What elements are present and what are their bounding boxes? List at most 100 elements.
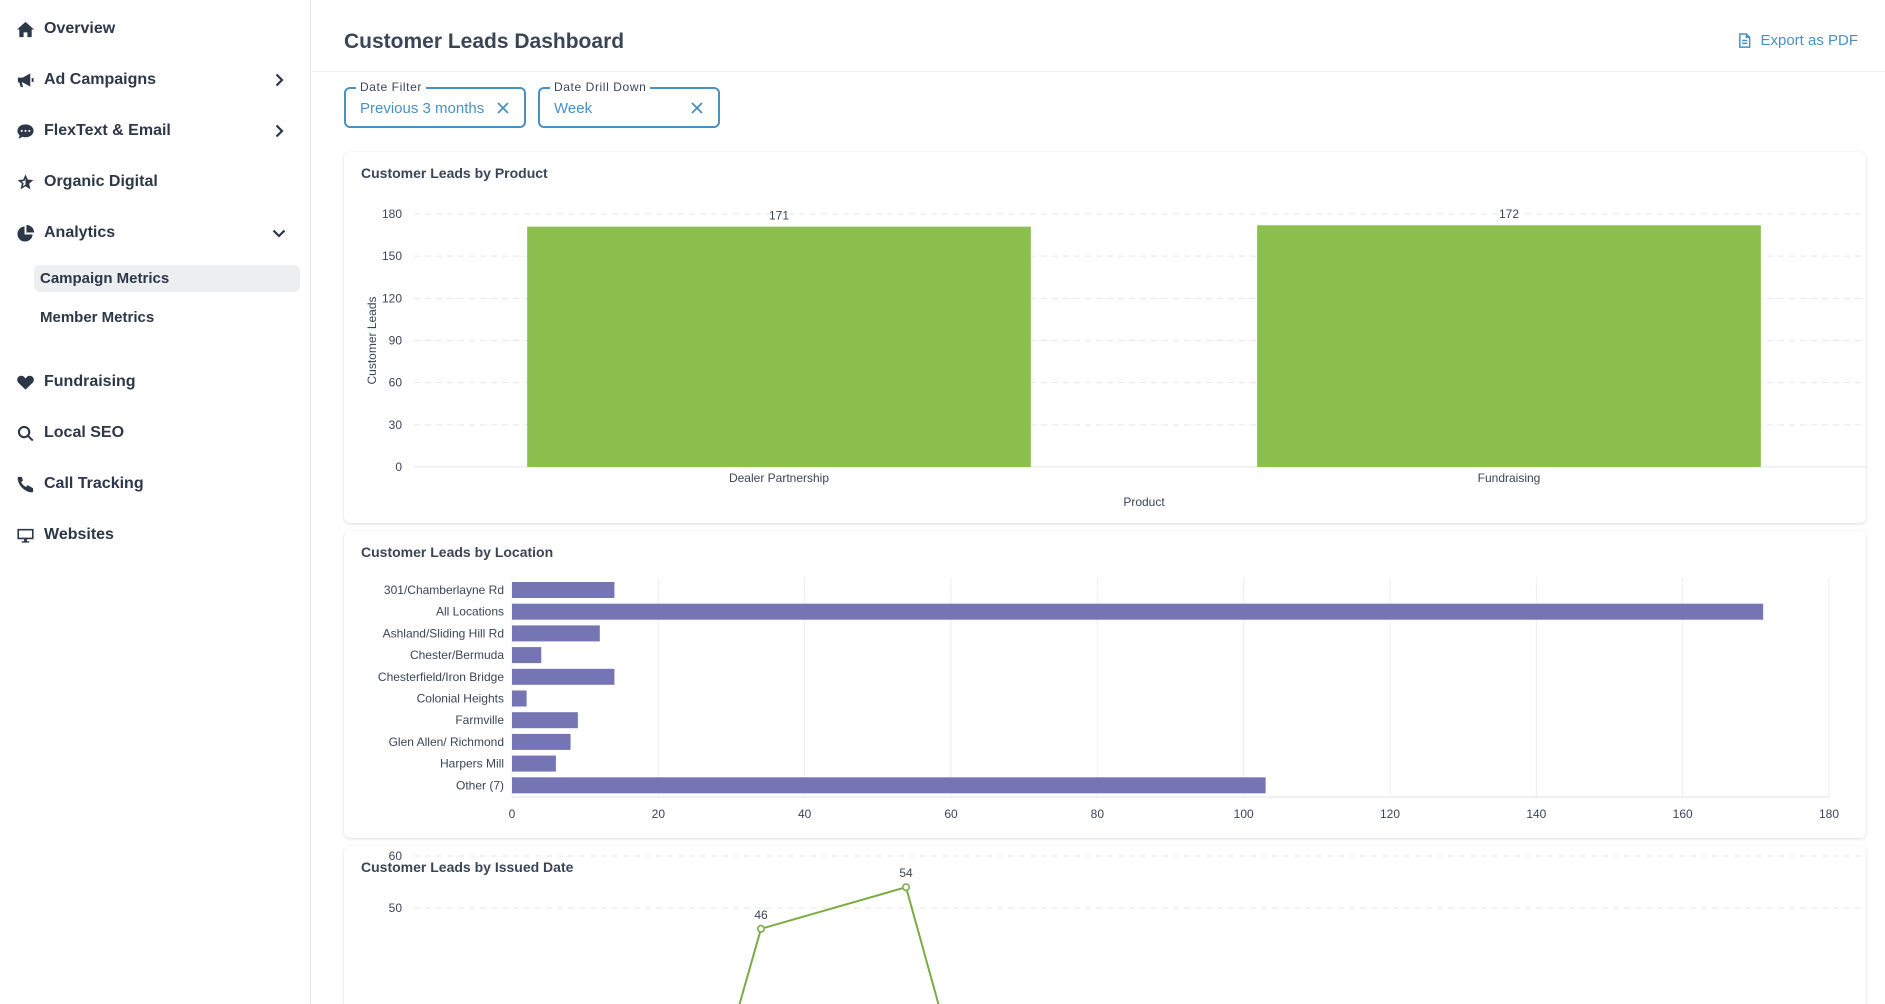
y-tick-label: 180 (382, 207, 402, 221)
y-tick-label: All Locations (436, 605, 504, 619)
document-icon (1739, 33, 1751, 48)
sidebar-item-analytics[interactable]: Analytics (0, 213, 311, 253)
sidebar-item-call-tracking[interactable]: Call Tracking (0, 464, 311, 504)
bar (1257, 225, 1761, 467)
sidebar-item-organic-digital[interactable]: Organic Digital (0, 162, 311, 202)
y-tick-label: Other (7) (456, 778, 504, 792)
date-drill-down-select[interactable]: Date Drill Down Week (538, 80, 720, 128)
x-tick-label: Fundraising (1478, 471, 1541, 485)
bar (512, 733, 571, 750)
sidebar-item-label: FlexText & Email (44, 122, 171, 139)
sidebar-subitem-campaign-metrics[interactable]: Campaign Metrics (34, 265, 300, 292)
y-tick-label: Farmville (455, 713, 504, 727)
clear-date-filter-icon[interactable] (496, 101, 510, 115)
y-tick-label: 30 (389, 418, 403, 432)
sidebar-item-flextext-email[interactable]: FlexText & Email (0, 111, 311, 151)
sidebar-subitem-member-metrics[interactable]: Member Metrics (34, 304, 300, 331)
x-tick-label: 120 (1380, 807, 1400, 821)
bar (527, 226, 1031, 467)
page-title: Customer Leads Dashboard (344, 30, 625, 53)
heart-icon (15, 372, 35, 392)
sidebar-item-label: Ad Campaigns (44, 71, 157, 88)
export-pdf-label: Export as PDF (1760, 32, 1858, 49)
megaphone-icon (15, 70, 35, 90)
pie-chart-icon (15, 223, 35, 243)
sidebar-item-label: Overview (44, 20, 116, 37)
sidebar-item-label: Call Tracking (44, 475, 144, 492)
leads-by-issued-date-chart: 50 60 46 54 (389, 849, 1866, 1004)
y-tick-label: 60 (389, 849, 403, 863)
page-header: Customer Leads Dashboard Export as PDF (312, 0, 1885, 72)
date-drill-down-value: Week (554, 100, 593, 117)
chart-card-leads-by-location: Customer Leads by Location 0 20 40 60 80 100 1… (344, 531, 1866, 838)
bar (512, 603, 1764, 620)
y-tick-label: 301/Chamberlayne Rd (384, 583, 504, 597)
x-tick-label: Dealer Partnership (729, 471, 829, 485)
bar (512, 755, 556, 772)
clear-date-drill-down-icon[interactable] (690, 101, 704, 115)
series-line (738, 885, 940, 1004)
data-label: 46 (754, 908, 768, 922)
leads-by-product-chart: 0 30 60 90 120 150 180 171 Dealer Partnership 172… (365, 207, 1866, 509)
y-tick-label: Glen Allen/ Richmond (389, 735, 504, 749)
chevron-down-icon (270, 224, 288, 242)
data-point (756, 924, 765, 933)
phone-icon (15, 474, 35, 494)
home-icon (15, 19, 35, 39)
sidebar-item-label: Analytics (44, 224, 116, 241)
date-drill-down-legend: Date Drill Down (550, 80, 651, 94)
y-tick-label: Chesterfield/Iron Bridge (378, 670, 504, 684)
y-tick-label: 150 (382, 249, 402, 263)
bar (512, 690, 527, 707)
y-axis-label: Customer Leads (365, 296, 379, 384)
chart-card-leads-by-issued-date: Customer Leads by Issued Date 50 60 46 54 (344, 846, 1866, 1004)
sidebar-item-label: Local SEO (44, 424, 125, 441)
bar (512, 712, 578, 729)
y-tick-label: 0 (395, 460, 402, 474)
bar (512, 625, 600, 642)
chevron-right-icon (270, 122, 288, 140)
x-axis-label: Product (1123, 495, 1165, 509)
sidebar: Overview Ad Campaigns FlexText & Email O… (0, 0, 311, 1004)
export-pdf-button[interactable]: Export as PDF (1737, 32, 1858, 49)
sidebar-subitem-label: Member Metrics (40, 309, 155, 326)
y-tick-label: Colonial Heights (417, 692, 504, 706)
chart-title: Customer Leads by Location (361, 544, 554, 560)
sidebar-item-overview[interactable]: Overview (0, 9, 311, 49)
data-label: 171 (769, 209, 789, 223)
data-point (901, 883, 910, 892)
sidebar-item-websites[interactable]: Websites (0, 515, 311, 555)
leads-by-location-chart: 0 20 40 60 80 100 120 140 160 180 301/Chamberlayne… (378, 578, 1839, 821)
monitor-icon (15, 525, 35, 545)
date-filter-select[interactable]: Date Filter Previous 3 months (344, 80, 526, 128)
sidebar-item-ad-campaigns[interactable]: Ad Campaigns (0, 60, 311, 100)
x-tick-label: 60 (944, 807, 958, 821)
search-icon (15, 423, 35, 443)
y-tick-label: 120 (382, 291, 402, 305)
date-filter-value: Previous 3 months (360, 100, 485, 117)
star-icon (15, 172, 35, 192)
x-tick-label: 140 (1526, 807, 1546, 821)
y-tick-label: 90 (389, 334, 403, 348)
y-tick-label: Chester/Bermuda (410, 648, 504, 662)
chat-icon (15, 121, 35, 141)
x-tick-label: 80 (1091, 807, 1105, 821)
x-tick-label: 180 (1819, 807, 1839, 821)
y-tick-label: Ashland/Sliding Hill Rd (383, 626, 504, 640)
bar (512, 582, 615, 598)
sidebar-item-local-seo[interactable]: Local SEO (0, 413, 311, 453)
bar (512, 647, 542, 664)
x-tick-label: 20 (652, 807, 666, 821)
y-tick-label: 60 (389, 376, 403, 390)
data-label: 54 (899, 866, 913, 880)
data-label: 172 (1499, 207, 1519, 221)
y-tick-label: 50 (389, 901, 403, 915)
date-filter-legend: Date Filter (356, 80, 426, 94)
chart-card-leads-by-product: Customer Leads by Product 0 30 60 90 120 150 1… (344, 152, 1866, 523)
main-content: Customer Leads Dashboard Export as PDF D… (312, 0, 1885, 1004)
sidebar-item-fundraising[interactable]: Fundraising (0, 362, 311, 402)
bar (512, 668, 615, 685)
bar (512, 777, 1266, 794)
sidebar-subitem-label: Campaign Metrics (40, 270, 170, 287)
chevron-right-icon (270, 71, 288, 89)
